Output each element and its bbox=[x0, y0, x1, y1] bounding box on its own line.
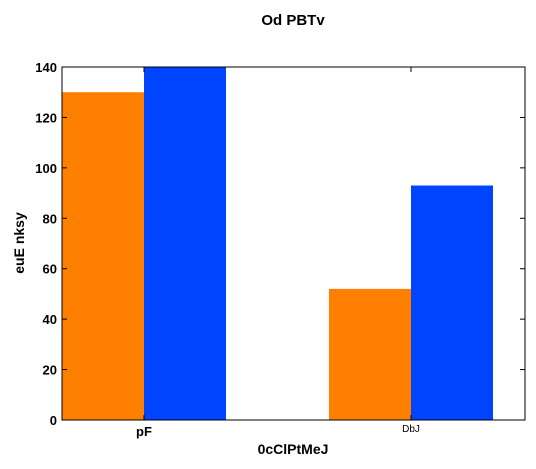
y-axis-ticks: 0 20 40 60 80 100 120 140 bbox=[35, 60, 525, 428]
y-tick-label: 80 bbox=[43, 211, 57, 226]
x-tick-label-DbJ: DbJ bbox=[402, 424, 420, 435]
y-tick-label: 120 bbox=[35, 110, 57, 125]
bar-series2-pF bbox=[144, 67, 226, 420]
x-axis-label: 0cClPtMeJ bbox=[258, 441, 329, 457]
y-tick-label: 100 bbox=[35, 161, 57, 176]
y-tick-label: 40 bbox=[43, 312, 57, 327]
x-tick-label-pF: pF bbox=[136, 424, 152, 439]
bars-group bbox=[62, 67, 493, 420]
bar-series2-DbJ bbox=[411, 185, 493, 420]
x-axis-ticks: pF DbJ bbox=[136, 67, 420, 439]
y-axis-label: euE nksy bbox=[11, 212, 27, 274]
y-tick-label: 140 bbox=[35, 60, 57, 75]
bar-series1-pF bbox=[62, 92, 144, 420]
y-tick-label: 20 bbox=[43, 363, 57, 378]
y-tick-label: 0 bbox=[50, 413, 57, 428]
plot-frame bbox=[61, 66, 526, 421]
y-tick-label: 60 bbox=[43, 262, 57, 277]
chart-title: Od PBTv bbox=[261, 12, 325, 29]
bar-series1-DbJ bbox=[329, 288, 411, 420]
